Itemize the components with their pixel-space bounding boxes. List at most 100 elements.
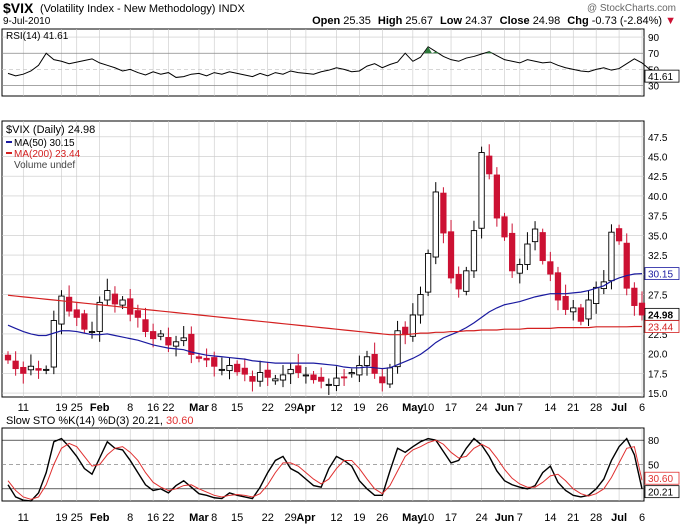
candle-up: [593, 286, 600, 305]
candle-down: [188, 333, 195, 355]
candle-up: [531, 228, 539, 243]
candle-down: [127, 298, 134, 315]
candle-up: [608, 231, 615, 282]
price-tick-label: 15.0: [648, 389, 668, 400]
x-axis-label-lower: Apr: [296, 512, 316, 524]
price-tick-label: 27.5: [648, 290, 668, 301]
x-axis-label-lower: 15: [231, 512, 243, 524]
x-axis-label: 25: [71, 402, 83, 414]
candle-down: [165, 337, 172, 346]
candle-down: [264, 369, 271, 378]
candle-down: [241, 367, 248, 375]
candle-down: [65, 296, 73, 312]
copyright: @ StockCharts.com: [587, 3, 676, 14]
candle-up: [157, 333, 164, 337]
candle-up: [570, 307, 577, 313]
x-axis-label: Feb: [90, 402, 110, 414]
candle-down: [150, 331, 157, 340]
x-axis-label: 8: [127, 402, 133, 414]
x-axis-label: Mar: [189, 402, 209, 414]
x-axis-label-lower: May: [402, 512, 424, 524]
x-axis-label-lower: 12: [330, 512, 342, 524]
price-tick-label: 42.5: [648, 172, 668, 183]
price-tick-label: 40.0: [648, 192, 668, 203]
candle-up: [119, 299, 126, 306]
x-axis-label: 21: [567, 402, 579, 414]
candle-down: [447, 231, 455, 279]
candle-down: [12, 360, 19, 370]
open-value: 25.35: [343, 15, 371, 27]
candle-down: [501, 216, 508, 238]
close-value: 24.98: [533, 15, 561, 27]
sto-tick-label: 80: [648, 436, 660, 447]
x-axis-label-lower: Jul: [611, 512, 627, 524]
candle-up: [272, 378, 279, 382]
rsi-overbought-fill: [431, 51, 440, 54]
x-axis-label: 28: [590, 402, 602, 414]
candle-up: [432, 191, 439, 258]
candle-down: [81, 313, 88, 330]
price-tick-label: 22.5: [648, 330, 668, 341]
candle-up: [409, 314, 416, 337]
candle-up: [180, 337, 187, 342]
rsi-overbought-fill: [485, 51, 494, 54]
ma200-line: [7, 294, 642, 336]
x-axis-label-lower: 19: [55, 512, 67, 524]
candle-up: [417, 294, 424, 316]
x-axis-label-lower: 24: [475, 512, 487, 524]
exchange: INDX: [219, 3, 246, 15]
price-tick-label: 17.5: [648, 369, 668, 380]
price-badge-label: 30.15: [648, 270, 673, 281]
sto-d-line: [7, 439, 643, 500]
x-axis-label-lower: 10: [422, 512, 434, 524]
candle-down: [615, 228, 623, 242]
candle-up: [394, 330, 401, 368]
x-axis-label: 15: [231, 402, 243, 414]
candle-up: [96, 301, 103, 332]
price-tick-label: 35.0: [648, 231, 668, 242]
low-label: Low: [440, 15, 462, 27]
candle-down: [295, 365, 302, 374]
candle-up: [27, 365, 35, 371]
price-tick-label: 37.5: [648, 212, 668, 223]
candle-up: [463, 270, 470, 292]
rsi-panel-frame: [1, 28, 645, 97]
candle-up: [287, 368, 294, 375]
price-panel-frame: [1, 120, 645, 398]
rsi-tick-label: 30: [648, 82, 660, 93]
candle-down: [203, 357, 210, 361]
candle-down: [4, 354, 12, 361]
x-axis-label: 12: [330, 402, 342, 414]
x-axis-label-lower: 26: [376, 512, 388, 524]
quote-summary: Open 25.35 High 25.67 Low 24.37 Close 24…: [312, 15, 676, 27]
candle-up: [470, 230, 478, 272]
candle-up: [218, 368, 226, 371]
x-axis-label: 17: [445, 402, 457, 414]
x-axis-label-lower: 14: [544, 512, 556, 524]
candle-up: [256, 372, 264, 382]
price-legend-symbol: $VIX (Daily) 24.98: [6, 124, 95, 136]
candle-up: [363, 356, 371, 366]
price-legend-ma50: MA(50) 30.15: [14, 138, 75, 149]
x-axis-label: 8: [211, 402, 217, 414]
symbol-title: $VIX: [3, 0, 34, 16]
x-axis-label-lower: 8: [211, 512, 217, 524]
sto-badge: [644, 471, 680, 485]
high-label: High: [378, 15, 403, 27]
candle-down: [486, 155, 493, 175]
ma50-line: [7, 272, 643, 370]
x-axis-label-lower: 19: [353, 512, 365, 524]
x-axis-label-lower: 11: [18, 512, 29, 524]
price-legend-volume: Volume undef: [14, 160, 75, 171]
candle-up: [226, 365, 233, 372]
candle-down: [440, 192, 447, 234]
price-tick-label: 32.5: [648, 251, 668, 262]
rsi-badge-label: 41.61: [648, 72, 673, 83]
x-axis-label: 7: [517, 402, 523, 414]
sto-badge-label: 30.60: [648, 474, 673, 485]
candle-up: [585, 299, 592, 320]
candle-down: [371, 353, 378, 374]
candle-up: [104, 290, 111, 301]
candle-up: [43, 368, 50, 371]
candle-down: [318, 376, 325, 382]
